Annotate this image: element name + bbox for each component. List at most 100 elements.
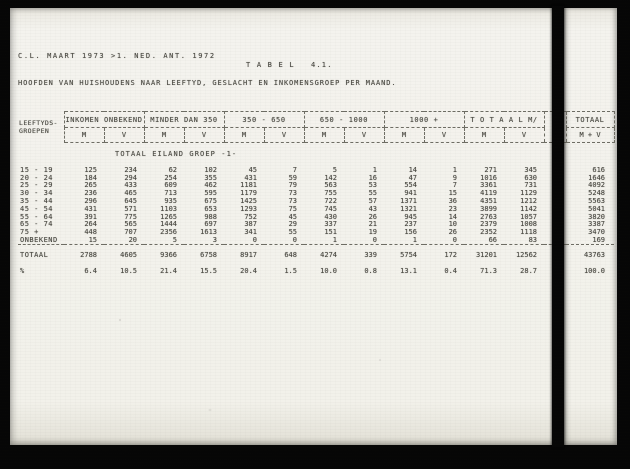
table-cell: 1	[372, 166, 377, 174]
subheader-v: V	[423, 127, 465, 143]
table-cell: 265	[84, 182, 97, 190]
table-cell: 79	[288, 182, 297, 190]
percent-row: % 6.4 10.5 21.4 15.5 20.4 1.5 10.0 0.8 13.1 0.4 71.…	[18, 260, 614, 276]
table-cell: 1425	[240, 197, 257, 206]
table-cell: 5	[332, 166, 337, 174]
table-cell: 5248	[588, 189, 606, 198]
table-cell: 653	[204, 205, 217, 213]
table-cell: 3	[212, 236, 217, 244]
table-cell: 75	[288, 205, 297, 213]
table-cell: 184	[84, 174, 97, 182]
table-cell: 775	[124, 213, 137, 221]
table-body: 15 - 19 125 234 62 102 45 7 5 1 14 1 271 345 616 20 - …	[18, 143, 615, 277]
table-cell: 2356	[160, 228, 177, 237]
table-cell: 15	[448, 189, 458, 198]
table-cell: 7	[292, 166, 297, 174]
table-cell: 2352	[480, 228, 498, 237]
table-cell: 73	[288, 189, 297, 198]
adjacent-page-edge	[564, 8, 617, 445]
table-cell: 645	[124, 197, 137, 206]
table-cell: 83	[528, 236, 538, 244]
table-cell: 237	[404, 221, 417, 229]
row-label-header-line1: LEEFTYDS-	[19, 119, 58, 127]
table-cell: 10.5	[120, 267, 137, 276]
table-cell: 294	[124, 174, 137, 182]
table-cell: 431	[244, 174, 257, 182]
table-cell: 20.4	[240, 267, 257, 276]
table-cell: 55	[368, 189, 377, 198]
table-cell: 8917	[224, 243, 264, 261]
table-cell: 945	[404, 213, 417, 221]
table-cell: 4351	[480, 197, 498, 206]
table-cell: 62	[168, 166, 177, 174]
table-cell: 23	[448, 205, 458, 213]
table-cell: 630	[524, 174, 538, 182]
table-cell: 462	[204, 182, 217, 190]
table-cell: 47	[408, 174, 417, 182]
row-label: 65 - 74	[20, 221, 54, 229]
page-fold	[552, 6, 564, 447]
subheader-m: M	[383, 127, 425, 143]
table-cell: 563	[324, 182, 337, 190]
table-row: 75 + 448 707 2356 1613 341 55 151 19 156 26 2352 111…	[18, 229, 614, 237]
subheader-v: V	[263, 127, 305, 143]
table-cell: 0	[372, 236, 377, 244]
table-cell: 697	[204, 221, 217, 229]
row-label-header: LEEFTYDS- GROEPEN	[18, 111, 65, 143]
table-cell: 1646	[588, 174, 606, 182]
table-cell: 465	[124, 189, 137, 198]
subheader-v: V	[103, 127, 145, 143]
table-cell: 345	[524, 166, 538, 174]
subheader-m: M	[63, 127, 105, 143]
document-page	[10, 8, 556, 445]
table-cell: 1142	[520, 205, 538, 213]
table-cell: 1129	[520, 189, 538, 198]
table-cell: 271	[484, 166, 498, 174]
column-group-under-350: MINDER DAN 350	[143, 111, 225, 128]
section-label: TOTAAL EILAND GROEP -1-	[115, 150, 238, 158]
table-cell: 1444	[160, 221, 177, 229]
table-cell: 31201	[464, 243, 505, 261]
table-cell: 941	[404, 189, 417, 198]
table-cell: 595	[204, 189, 217, 198]
table-row: 35 - 44 296 645 935 675 1425 73 722 57 1371 36 4351…	[18, 198, 614, 206]
table-cell: 7	[452, 182, 458, 190]
table-cell: 609	[164, 182, 177, 190]
table-cell: 339	[344, 243, 384, 261]
table-cell: 55	[288, 228, 297, 237]
subheader-m: M	[463, 127, 505, 143]
table-cell: 2763	[480, 213, 498, 221]
column-group-total-mv: T O T A A L M/	[463, 111, 545, 128]
table-cell: 387	[244, 221, 257, 229]
subheader-v: V	[183, 127, 225, 143]
table-cell: 707	[124, 228, 137, 237]
table-cell: 4605	[104, 243, 144, 261]
table-cell: 0	[292, 236, 297, 244]
table-cell: 3899	[480, 205, 498, 213]
table-cell: 755	[324, 189, 337, 198]
table-cell: 14	[408, 166, 417, 174]
subheader-m-plus-v: M + V	[565, 127, 615, 143]
table-cell: 15.5	[200, 267, 217, 276]
table-cell: 5	[172, 236, 177, 244]
table-cell: 296	[84, 197, 97, 206]
table-cell: 53	[368, 182, 377, 190]
table-cell: 6.4	[84, 267, 97, 276]
table-cell: 66	[488, 236, 498, 244]
table-header: LEEFTYDS- GROEPEN INKOMEN ONBEKEND MINDE…	[18, 111, 615, 143]
table-cell: 4274	[304, 243, 344, 261]
table-cell: 156	[404, 228, 417, 237]
table-cell: 675	[204, 197, 217, 206]
table-row: 65 - 74 264 565 1444 697 387 29 337 21 237 10 2379 1…	[18, 221, 614, 229]
statistics-table: LEEFTYDS- GROEPEN INKOMEN ONBEKEND MINDE…	[18, 111, 615, 276]
table-cell: 988	[204, 213, 217, 221]
table-cell: 722	[324, 197, 337, 206]
table-cell: 1321	[400, 205, 417, 213]
table-cell: 5563	[588, 197, 606, 206]
subheader-m: M	[303, 127, 345, 143]
table-cell: 391	[84, 213, 97, 221]
table-cell: 43	[368, 205, 377, 213]
table-cell: 1	[452, 166, 458, 174]
table-row: ONBEKEND 15 20 5 3 0 0 1 0 1 0 66 83 169	[18, 237, 614, 245]
row-label: 35 - 44	[20, 197, 54, 206]
